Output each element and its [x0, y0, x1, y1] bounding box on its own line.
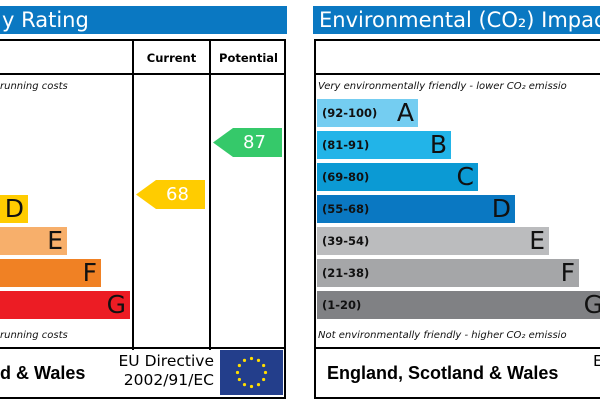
band-range: (55-68) — [322, 202, 370, 216]
eu-directive: EU Directive 2002/91/EC — [108, 352, 215, 390]
band-letter: G — [583, 291, 600, 319]
region-label: d & Wales — [0, 363, 86, 383]
band-range: (21-38) — [322, 266, 370, 280]
star — [242, 383, 247, 387]
energy-rating-title: y Rating — [0, 6, 287, 34]
band-d: D — [0, 195, 28, 223]
directive-line2: 2002/91/EC — [123, 371, 214, 389]
bottom-note: running costs — [0, 330, 68, 341]
bottom-note: Not environmentally friendly - higher CO… — [318, 330, 567, 341]
band-letter: F — [82, 259, 97, 287]
top-note: Very environmentally friendly - lower CO… — [318, 81, 567, 92]
band-letter: D — [491, 195, 511, 223]
band-d: (55-68) D — [317, 195, 515, 223]
band-g: G — [0, 291, 130, 319]
star — [242, 358, 247, 362]
divider — [209, 39, 211, 350]
energy-rating-table — [0, 39, 286, 399]
band-e: E — [0, 227, 67, 255]
divider — [0, 73, 286, 75]
star — [237, 377, 241, 382]
band-f: F — [0, 259, 101, 287]
band-g: (1-20) G — [317, 291, 600, 319]
band-range: (92-100) — [322, 106, 378, 120]
band-letter: E — [529, 227, 545, 255]
band-b: (81-91) B — [317, 131, 451, 159]
eu-directive-partial: E — [593, 352, 600, 370]
environmental-impact-table — [314, 39, 600, 399]
star — [249, 384, 254, 389]
band-letter: E — [47, 227, 63, 255]
band-letter: B — [429, 131, 447, 159]
star — [263, 370, 268, 375]
directive-line1: EU Directive — [118, 352, 215, 370]
band-a: (92-100) A — [317, 99, 418, 127]
top-note: running costs — [0, 81, 68, 92]
band-range: (39-54) — [322, 234, 370, 248]
band-letter: D — [4, 195, 24, 223]
band-range: (69-80) — [322, 170, 370, 184]
divider — [0, 347, 286, 349]
potential-column-header: Potential — [219, 51, 278, 65]
star — [235, 370, 240, 375]
environmental-impact-title: Environmental (CO₂) Impac — [313, 6, 600, 34]
band-letter: G — [106, 291, 126, 319]
band-f: (21-38) F — [317, 259, 579, 287]
band-letter: A — [396, 99, 414, 127]
band-e: (39-54) E — [317, 227, 549, 255]
region-label: England, Scotland & Wales — [327, 363, 559, 383]
star — [262, 377, 266, 382]
star — [256, 358, 261, 362]
divider — [314, 347, 600, 349]
band-letter: C — [456, 163, 474, 191]
current-column-header: Current — [146, 51, 197, 65]
divider — [314, 73, 600, 75]
star — [249, 356, 254, 361]
band-range: (81-91) — [322, 138, 370, 152]
star — [237, 363, 241, 368]
eu-flag-icon — [220, 350, 283, 395]
star — [256, 383, 261, 387]
star — [262, 363, 266, 368]
band-c: (69-80) C — [317, 163, 478, 191]
band-range: (1-20) — [322, 298, 362, 312]
band-letter: F — [560, 259, 575, 287]
divider — [132, 39, 134, 350]
